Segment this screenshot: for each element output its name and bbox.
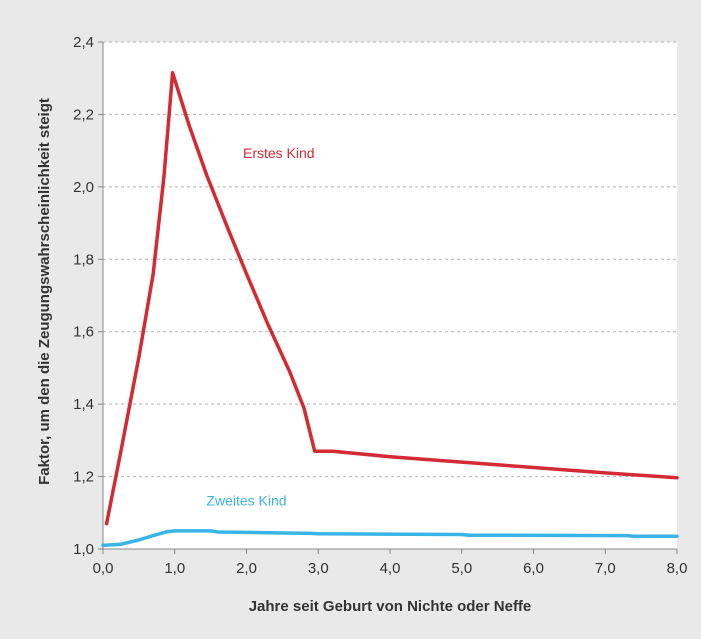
series-lines xyxy=(101,71,679,548)
x-tick-label: 8,0 xyxy=(667,560,688,577)
x-axis-title: Jahre seit Geburt von Nichte oder Neffe xyxy=(249,598,532,615)
x-axis-ticks: 0,0 1,0 2,0 3,0 4,0 5,0 6,0 7,0 8,0 xyxy=(93,549,688,577)
series-label: Erstes Kind xyxy=(243,145,315,161)
y-tick-label: 2,4 xyxy=(73,34,94,51)
y-tick-label: 2,0 xyxy=(73,179,94,196)
y-axis-title: Faktor, um den die Zeugungswahrscheinlic… xyxy=(36,98,53,485)
series-line-zweites-kind xyxy=(101,529,679,548)
x-tick-label: 4,0 xyxy=(380,560,401,577)
y-axis-ticks: 1,0 1,2 1,4 1,6 1,8 2,0 2,2 2,4 xyxy=(73,34,103,558)
series-line-erstes-kind xyxy=(104,71,679,526)
plot-background xyxy=(103,42,677,549)
y-tick-label: 1,0 xyxy=(73,541,94,558)
x-tick-label: 7,0 xyxy=(595,560,616,577)
y-tick-label: 1,2 xyxy=(73,469,94,486)
series-label: Zweites Kind xyxy=(206,493,286,509)
x-tick-label: 3,0 xyxy=(308,560,329,577)
series-annotations: Erstes Kind Zweites Kind xyxy=(206,145,314,509)
x-tick-label: 0,0 xyxy=(93,560,114,577)
y-tick-label: 2,2 xyxy=(73,106,94,123)
x-tick-label: 5,0 xyxy=(451,560,472,577)
y-tick-label: 1,4 xyxy=(73,396,94,413)
x-tick-label: 2,0 xyxy=(236,560,257,577)
y-tick-label: 1,6 xyxy=(73,324,94,341)
x-tick-label: 1,0 xyxy=(164,560,185,577)
plot-area xyxy=(103,42,677,549)
x-tick-label: 6,0 xyxy=(523,560,544,577)
y-tick-label: 1,8 xyxy=(73,251,94,268)
